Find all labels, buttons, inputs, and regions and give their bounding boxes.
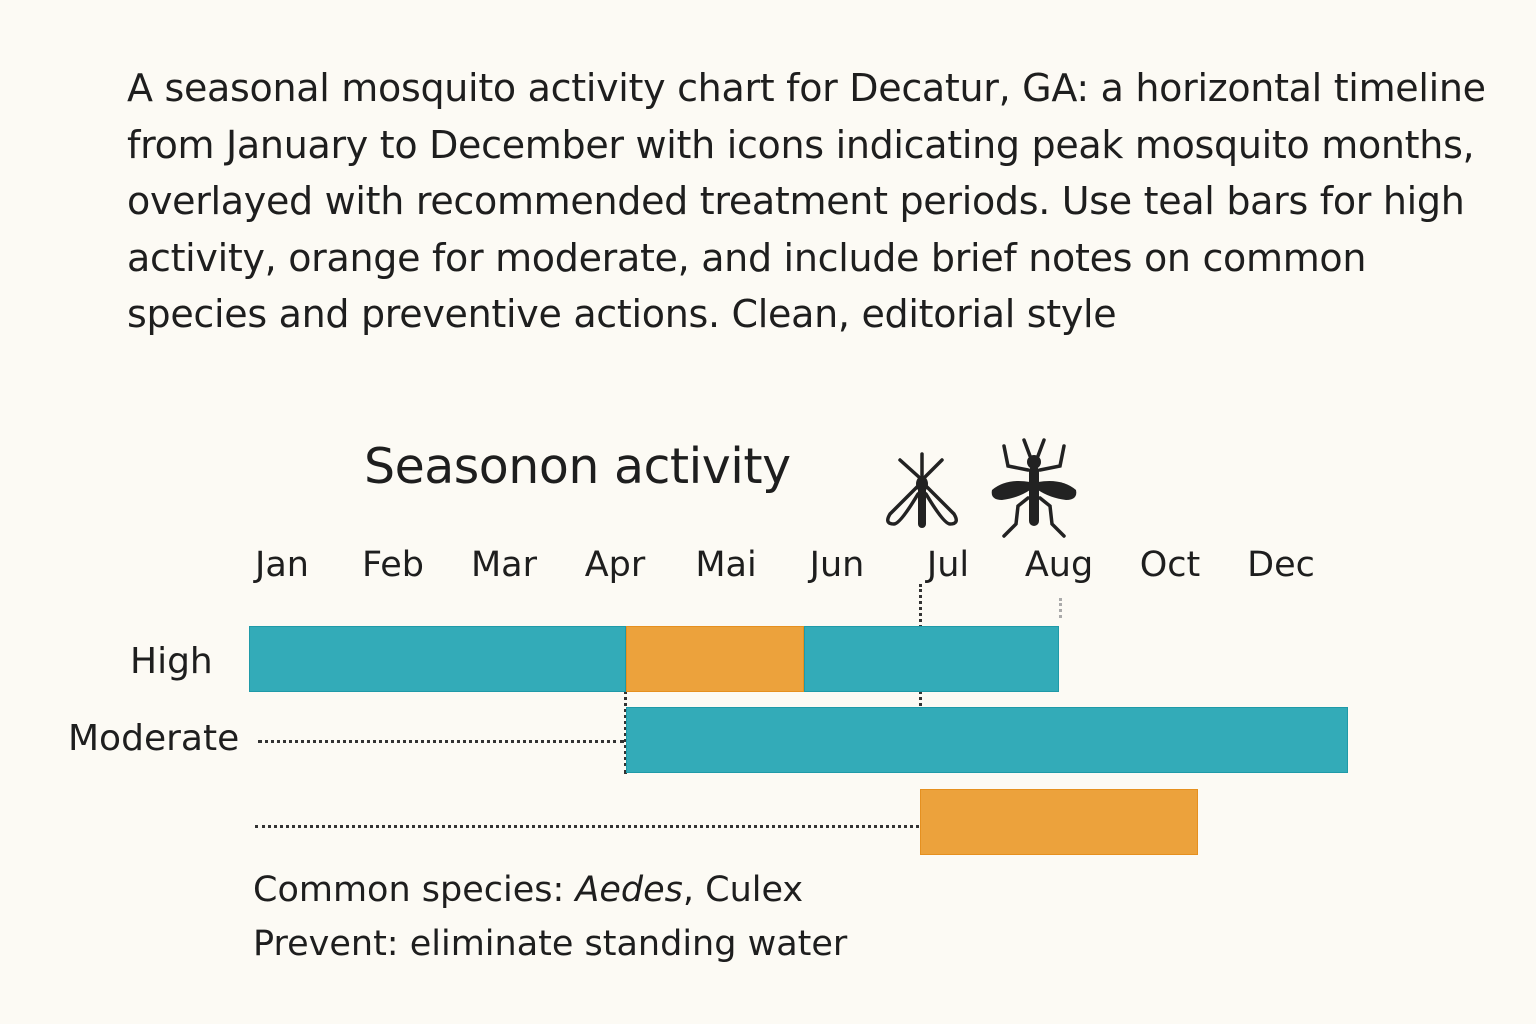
month-tick-label: Apr <box>584 545 646 585</box>
activity-bar-teal <box>248 626 627 692</box>
month-tick-label: Mai <box>695 545 757 585</box>
activity-bar-teal <box>803 626 1059 692</box>
month-tick-label: Jan <box>255 545 309 585</box>
guide-line-apr <box>624 690 627 774</box>
species-culex: , Culex <box>682 870 804 910</box>
month-tick-label: Feb <box>362 545 424 585</box>
leader-line-moderate <box>258 740 624 743</box>
row-label-moderate: Moderate <box>68 718 240 759</box>
species-prefix: Common species: <box>253 870 576 910</box>
month-tick-label: Aug <box>1024 545 1094 585</box>
prompt-text: A seasonal mosquito activity chart for D… <box>127 66 1486 336</box>
activity-bar-teal <box>626 707 1348 773</box>
chart-title: Seasonon activity <box>364 438 791 495</box>
activity-bar-orange <box>920 789 1198 855</box>
species-note: Common species: Aedes, Culex <box>253 870 803 910</box>
month-tick-label: Jun <box>809 545 865 585</box>
activity-bar-orange <box>626 626 804 692</box>
row-label-high: High <box>130 641 213 682</box>
leader-line-row3 <box>255 825 919 828</box>
species-aedes: Aedes <box>575 870 683 910</box>
mosquito-outline-icon <box>886 452 958 528</box>
prevent-note: Prevent: eliminate standing water <box>253 924 848 964</box>
guide-line-aug <box>1059 598 1062 618</box>
mosquito-solid-icon <box>991 438 1077 538</box>
month-tick-label: Mar <box>470 545 538 585</box>
month-tick-label: Dec <box>1247 545 1315 585</box>
month-tick-label: Jul <box>926 545 970 585</box>
month-tick-label: Oct <box>1139 545 1201 585</box>
